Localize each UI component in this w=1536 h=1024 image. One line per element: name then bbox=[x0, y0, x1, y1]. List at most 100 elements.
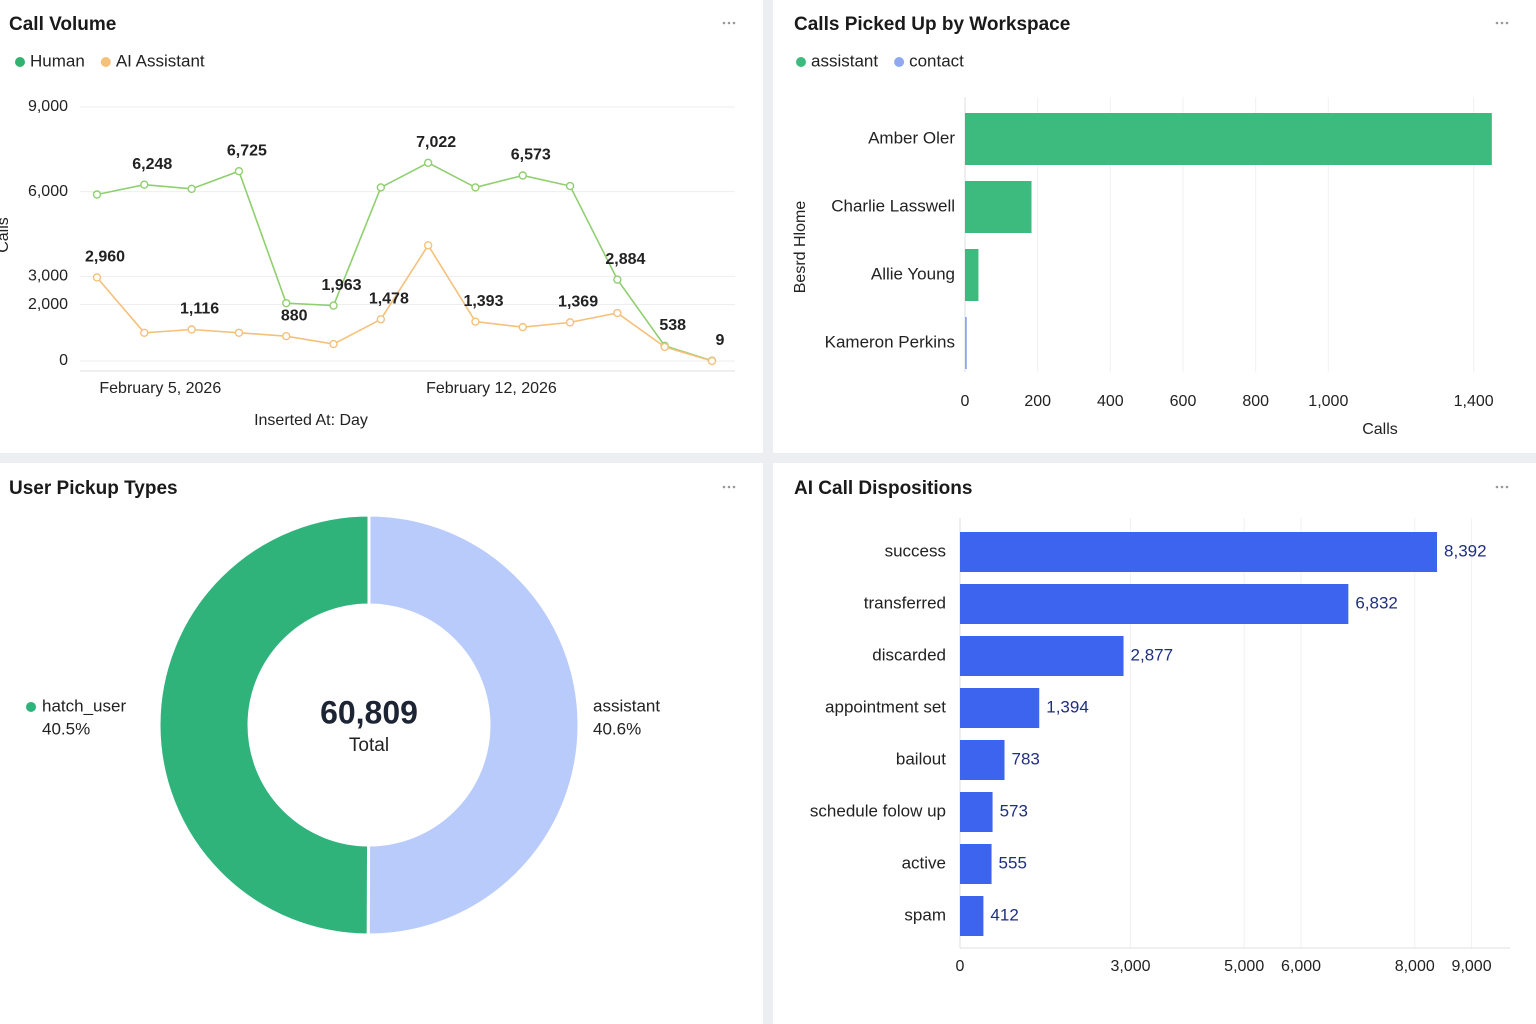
data-point bbox=[471, 183, 480, 192]
data-label: 2,877 bbox=[1131, 645, 1174, 664]
y-tick-label: bailout bbox=[896, 749, 946, 768]
x-tick-label: 600 bbox=[1170, 393, 1197, 410]
chart-title: User Pickup Types bbox=[9, 478, 178, 499]
pie-slice bbox=[157, 513, 371, 937]
x-tick-label: 1,000 bbox=[1308, 393, 1348, 410]
data-point bbox=[565, 318, 575, 327]
legend-marker bbox=[15, 57, 25, 67]
bar bbox=[965, 181, 1032, 233]
data-label: 6,248 bbox=[132, 156, 172, 173]
legend-marker bbox=[796, 57, 806, 67]
data-label: 6,725 bbox=[227, 142, 267, 159]
x-tick-label: 0 bbox=[961, 393, 970, 410]
data-label: 2,960 bbox=[85, 249, 125, 266]
data-point bbox=[329, 339, 338, 349]
data-label: 1,369 bbox=[558, 294, 598, 311]
bar bbox=[960, 532, 1438, 572]
data-point bbox=[376, 183, 386, 192]
data-label: 6,573 bbox=[511, 147, 551, 164]
data-point bbox=[234, 328, 244, 337]
data-label: 412 bbox=[990, 905, 1018, 924]
x-tick-label: 0 bbox=[956, 958, 965, 975]
slice-value: 40.6% bbox=[593, 720, 641, 739]
menu-button[interactable] bbox=[722, 21, 736, 25]
line-series bbox=[96, 243, 713, 362]
data-label: 538 bbox=[659, 317, 686, 334]
data-point bbox=[376, 315, 386, 324]
bar bbox=[960, 636, 1124, 676]
legend-marker bbox=[100, 57, 111, 67]
menu-button[interactable] bbox=[1495, 485, 1509, 489]
y-tick-label: schedule folow up bbox=[810, 801, 946, 820]
data-point bbox=[471, 317, 480, 326]
y-tick-label: discarded bbox=[872, 645, 946, 664]
data-point bbox=[282, 298, 291, 308]
x-tick-label: 3,000 bbox=[1111, 958, 1151, 975]
x-tick-label: 6,000 bbox=[1281, 958, 1321, 975]
x-tick-label: 1,400 bbox=[1454, 393, 1494, 410]
bar bbox=[960, 740, 1005, 780]
chart-title: AI Call Dispositions bbox=[794, 478, 972, 499]
data-label: 2,884 bbox=[605, 251, 645, 268]
chart-title: Calls Picked Up by Workspace bbox=[794, 14, 1070, 35]
y-tick-label: Charlie Lasswell bbox=[831, 196, 955, 215]
legend-label: contact bbox=[909, 51, 964, 70]
y-tick-label: 2,000 bbox=[28, 296, 68, 313]
y-tick-label: active bbox=[902, 853, 946, 872]
menu-button[interactable] bbox=[1495, 21, 1509, 25]
data-label: 573 bbox=[1000, 801, 1028, 820]
data-label: 9 bbox=[716, 332, 725, 349]
slice-label: assistant bbox=[593, 697, 660, 716]
panel bbox=[773, 0, 1536, 453]
y-tick-label: appointment set bbox=[825, 697, 946, 716]
x-tick-label: 400 bbox=[1097, 393, 1124, 410]
legend-marker bbox=[26, 701, 36, 712]
x-axis-label: Inserted At: Day bbox=[254, 412, 368, 429]
data-label: 8,392 bbox=[1444, 541, 1487, 560]
data-point bbox=[707, 356, 717, 366]
data-point bbox=[187, 184, 196, 194]
x-axis-label: Calls bbox=[1362, 421, 1398, 438]
menu-button[interactable] bbox=[722, 485, 736, 489]
y-axis-label: Calls bbox=[0, 217, 12, 253]
x-tick-label: 5,000 bbox=[1224, 958, 1264, 975]
legend-marker bbox=[894, 57, 905, 67]
bar bbox=[965, 249, 979, 301]
y-tick-label: 6,000 bbox=[28, 183, 68, 200]
y-tick-label: Kameron Perkins bbox=[825, 332, 955, 351]
y-tick-label: 3,000 bbox=[28, 268, 68, 285]
data-point bbox=[518, 171, 527, 180]
data-label: 555 bbox=[999, 853, 1027, 872]
data-point bbox=[565, 181, 575, 191]
line-series bbox=[96, 161, 713, 362]
bar bbox=[960, 844, 992, 884]
data-point bbox=[613, 275, 622, 284]
data-point bbox=[518, 322, 527, 332]
y-tick-label: transferred bbox=[864, 593, 946, 612]
x-tick-label: 200 bbox=[1024, 393, 1051, 410]
data-label: 880 bbox=[281, 307, 308, 324]
legend-label: assistant bbox=[811, 51, 878, 70]
data-point bbox=[423, 158, 433, 168]
data-point bbox=[92, 190, 102, 199]
data-label: 1,116 bbox=[180, 301, 219, 318]
data-label: 1,394 bbox=[1046, 697, 1089, 716]
data-point bbox=[423, 241, 433, 250]
legend-label: AI Assistant bbox=[116, 51, 205, 70]
data-point bbox=[613, 308, 622, 318]
x-tick-label: 8,000 bbox=[1395, 958, 1435, 975]
data-point bbox=[140, 328, 149, 337]
y-tick-label: 9,000 bbox=[28, 98, 68, 115]
bar bbox=[965, 113, 1492, 165]
y-tick-label: 0 bbox=[59, 352, 68, 369]
bar bbox=[960, 584, 1349, 624]
data-label: 1,963 bbox=[322, 277, 362, 294]
y-tick-label: Allie Young bbox=[871, 264, 955, 283]
x-tick-label: February 5, 2026 bbox=[99, 380, 221, 397]
data-point bbox=[140, 180, 149, 189]
y-tick-label: success bbox=[885, 541, 946, 560]
bar bbox=[960, 896, 984, 936]
y-tick-label: spam bbox=[904, 905, 946, 924]
data-label: 1,393 bbox=[463, 293, 503, 310]
data-point bbox=[234, 167, 244, 176]
